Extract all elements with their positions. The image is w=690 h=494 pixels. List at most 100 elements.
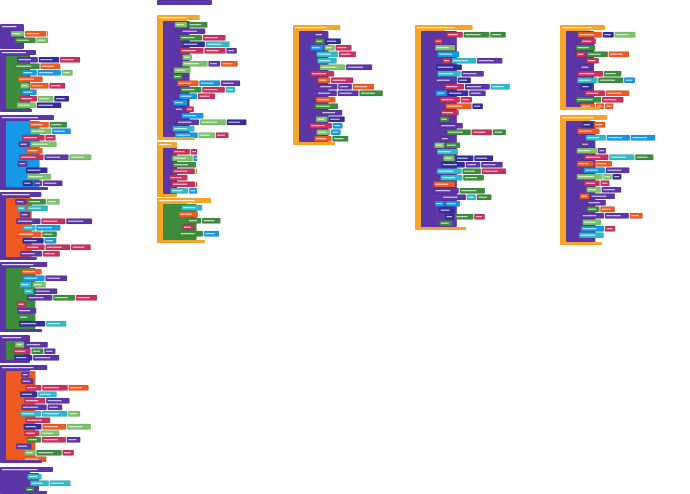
block-text: [21, 214, 28, 216]
block-text: [436, 203, 442, 205]
block-text: [183, 115, 197, 117]
block-label: [562, 117, 594, 119]
block-text: [43, 233, 53, 235]
block-text: [583, 124, 591, 126]
block-text: [47, 277, 60, 279]
block-text: [23, 91, 33, 93]
block-text: [317, 53, 331, 55]
block-text: [20, 143, 27, 145]
block-text: [473, 131, 486, 133]
block-text: [578, 176, 594, 178]
block-text: [588, 202, 600, 204]
block-text: [15, 357, 27, 359]
block-text: [39, 393, 51, 395]
block-text: [204, 37, 218, 39]
block-text: [23, 72, 33, 74]
block-text: [21, 393, 33, 395]
block-footer: [0, 329, 42, 332]
block-text: [25, 400, 39, 402]
block-text: [205, 50, 219, 52]
block-text: [25, 426, 36, 428]
block-text: [31, 85, 43, 87]
block-text: [55, 98, 65, 100]
block-label: [2, 26, 17, 28]
block-text: [441, 99, 454, 101]
block-text: [330, 118, 340, 120]
block-label: [159, 17, 188, 19]
block-text: [463, 73, 477, 75]
block-text: [44, 182, 57, 184]
block-text: [46, 156, 61, 158]
block-text: [26, 387, 37, 389]
block-text: [47, 137, 54, 139]
block-text: [494, 131, 503, 133]
block-text: [27, 169, 41, 171]
block-footer: [415, 227, 467, 230]
block-text: [19, 163, 26, 165]
block-text: [43, 387, 59, 389]
block-text: [435, 190, 451, 192]
block-text: [197, 183, 199, 185]
block-text: [581, 105, 591, 107]
block-text: [435, 183, 449, 185]
block-text: [53, 130, 65, 132]
block-text: [190, 190, 196, 192]
block-text: [478, 196, 488, 198]
block-text: [178, 82, 192, 84]
block-text: [601, 208, 611, 210]
block-text: [28, 439, 37, 441]
block-text: [199, 95, 210, 97]
block-text: [68, 439, 77, 441]
block-text: [175, 69, 186, 71]
block-footer: [560, 242, 602, 245]
block-label: [295, 27, 327, 29]
block-text: [453, 60, 468, 62]
block-text: [470, 92, 481, 94]
block-text: [188, 220, 198, 222]
block-text: [461, 190, 477, 192]
block-footer: [0, 187, 48, 190]
block-text: [61, 59, 74, 61]
block-text: [187, 108, 193, 110]
block-text: [173, 157, 186, 159]
block-text: [603, 189, 615, 191]
block-text: [43, 413, 59, 415]
block-text: [586, 92, 599, 94]
block-text: [444, 157, 452, 159]
block-title: [157, 0, 212, 5]
block-text: [41, 432, 54, 434]
block-text: [210, 63, 217, 65]
block-text: [605, 73, 616, 75]
block-text: [173, 170, 188, 172]
block-body: [6, 56, 29, 109]
block-text: [607, 169, 622, 171]
block-text: [197, 170, 199, 172]
block-text: [22, 406, 39, 408]
block-text: [459, 79, 468, 81]
block-text: [21, 413, 35, 415]
block-text: [577, 53, 584, 55]
block-text: [436, 47, 449, 49]
block-text: [604, 34, 611, 36]
block-label: [159, 144, 171, 146]
block-text: [585, 156, 601, 158]
block-text: [24, 182, 31, 184]
block-text: [48, 201, 56, 203]
block-text: [23, 137, 38, 139]
block-text: [28, 176, 43, 178]
block-text: [24, 227, 32, 229]
block-text: [315, 34, 322, 36]
block-text: [606, 228, 613, 230]
block-segment: [195, 181, 198, 188]
block-text: [327, 40, 337, 42]
block-text: [625, 79, 633, 81]
block-text: [360, 92, 375, 94]
block-segment: [47, 30, 49, 37]
block-text: [442, 164, 457, 166]
block-text: [23, 271, 35, 273]
block-text: [27, 419, 42, 421]
block-text: [582, 228, 597, 230]
block-text: [72, 246, 85, 248]
block-text: [34, 357, 51, 359]
